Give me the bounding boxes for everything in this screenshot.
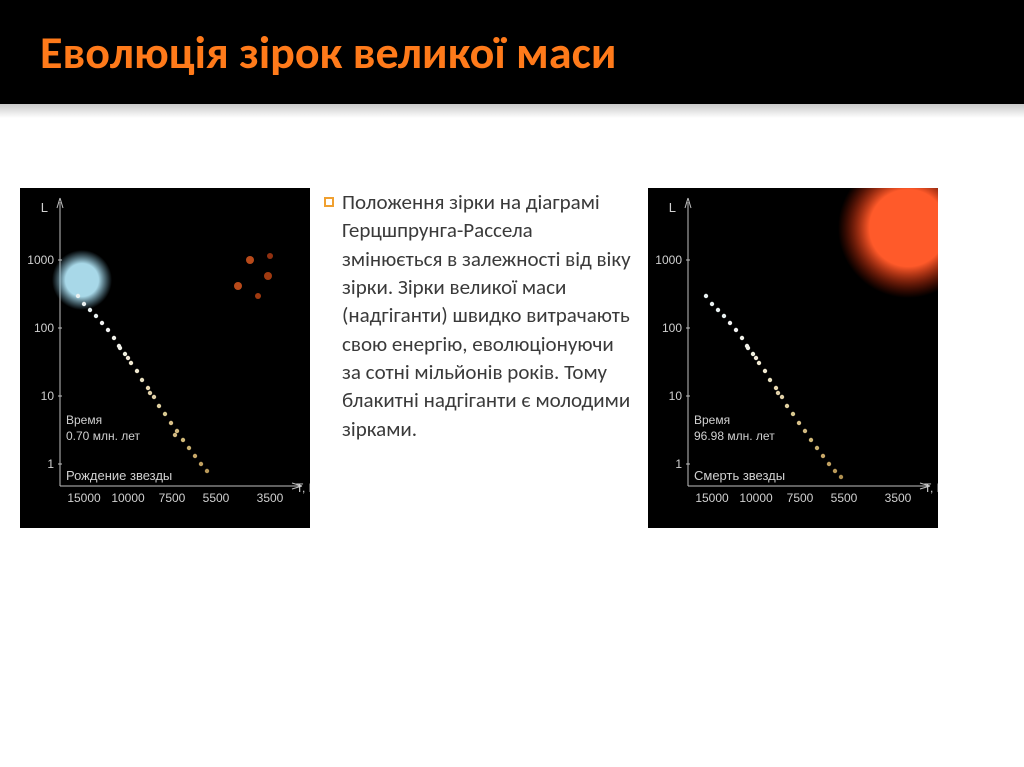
- svg-text:T, K: T, K: [924, 481, 938, 495]
- svg-text:10000: 10000: [739, 491, 773, 505]
- body-text: Положення зірки на діаграмі Герцшпрунга-…: [342, 188, 634, 443]
- svg-text:1000: 1000: [27, 253, 54, 267]
- svg-text:Рождение звезды: Рождение звезды: [66, 468, 172, 483]
- title-bar: Еволюція зірок великої маси: [0, 0, 1024, 104]
- svg-text:1000: 1000: [655, 253, 682, 267]
- content-row: L 1000 100 10 1 15000 10000 7500 5500 3500 T, K Вре…: [0, 118, 1024, 528]
- svg-text:100: 100: [662, 321, 682, 335]
- svg-text:15000: 15000: [695, 491, 729, 505]
- svg-text:5500: 5500: [203, 491, 230, 505]
- svg-text:L: L: [41, 200, 48, 215]
- svg-text:0.70 млн. лет: 0.70 млн. лет: [66, 429, 141, 443]
- bullet-icon: [324, 197, 334, 207]
- text-column: Положення зірки на діаграмі Герцшпрунга-…: [324, 188, 634, 443]
- svg-text:Время: Время: [66, 413, 102, 427]
- svg-text:3500: 3500: [885, 491, 912, 505]
- svg-text:10: 10: [669, 389, 683, 403]
- svg-text:96.98 млн. лет: 96.98 млн. лет: [694, 429, 775, 443]
- svg-text:10: 10: [41, 389, 55, 403]
- hr-diagram-right: L 1000 100 10 1 15000 10000 7500 5500 3500 T, K Вре…: [648, 188, 938, 528]
- svg-text:10000: 10000: [111, 491, 145, 505]
- svg-text:15000: 15000: [67, 491, 101, 505]
- svg-text:7500: 7500: [787, 491, 814, 505]
- svg-text:T, K: T, K: [296, 481, 310, 495]
- svg-text:100: 100: [34, 321, 54, 335]
- svg-text:Время: Время: [694, 413, 730, 427]
- title-divider: [0, 104, 1024, 118]
- svg-text:7500: 7500: [159, 491, 186, 505]
- svg-text:3500: 3500: [257, 491, 284, 505]
- svg-text:1: 1: [47, 457, 54, 471]
- svg-text:1: 1: [675, 457, 682, 471]
- hr-diagram-left: L 1000 100 10 1 15000 10000 7500 5500 3500 T, K Вре…: [20, 188, 310, 528]
- svg-text:L: L: [669, 200, 676, 215]
- slide-title: Еволюція зірок великої маси: [40, 30, 984, 76]
- svg-text:Смерть звезды: Смерть звезды: [694, 468, 785, 483]
- svg-text:5500: 5500: [831, 491, 858, 505]
